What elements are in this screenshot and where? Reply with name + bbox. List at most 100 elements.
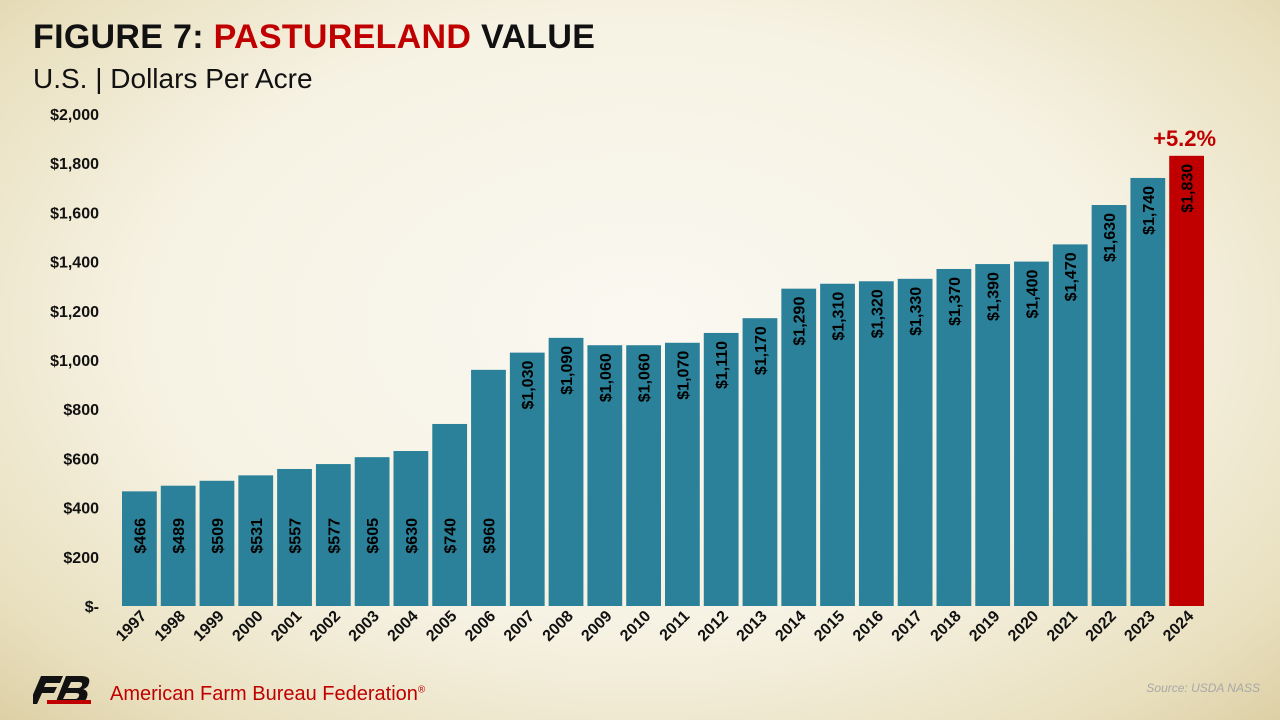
bar (277, 468, 312, 606)
bar (393, 451, 429, 606)
x-tick-label: 2006 (462, 608, 499, 645)
y-tick-label: $- (85, 599, 99, 616)
x-tick-label: 2003 (346, 608, 383, 645)
bar-value-label: $531 (249, 518, 266, 554)
bar-value-label: $577 (326, 518, 343, 554)
chart-title: FIGURE 7: PASTURELAND VALUE (33, 18, 595, 57)
x-tick-label: 2009 (578, 608, 615, 645)
bar (432, 423, 468, 606)
x-tick-label: 2001 (268, 608, 305, 645)
title-suffix: VALUE (471, 18, 596, 56)
bar (160, 485, 196, 606)
bar (820, 283, 855, 606)
bar-value-label: $1,370 (947, 277, 964, 326)
bar (122, 491, 157, 606)
bar (1052, 244, 1088, 606)
bar (975, 264, 1011, 606)
y-tick-label: $800 (63, 402, 99, 419)
bar-value-label: $1,310 (831, 292, 848, 341)
bar-value-label: $1,030 (520, 361, 537, 410)
x-tick-label: 1999 (191, 608, 228, 645)
x-tick-label: 2010 (617, 608, 654, 645)
x-tick-label: 2005 (423, 608, 460, 645)
bar (858, 281, 894, 606)
bar (548, 337, 584, 606)
organization-name-text: American Farm Bureau Federation (110, 683, 418, 705)
y-tick-label: $1,800 (50, 156, 99, 173)
x-tick-label: 2016 (850, 608, 887, 645)
bar (936, 268, 972, 606)
x-tick-label: 2022 (1083, 608, 1120, 645)
y-tick-label: $2,000 (50, 107, 99, 124)
bar (1091, 205, 1127, 606)
bar-value-label: $466 (132, 518, 149, 554)
x-tick-label: 2019 (966, 608, 1003, 645)
x-tick-label: 2021 (1044, 608, 1081, 645)
bar-value-label: $1,740 (1141, 186, 1158, 235)
y-axis: $- $200 $400 $600 $800 $1,000 $1,200 $1,400 $1,6… (50, 107, 99, 616)
bar (781, 288, 817, 606)
bar (665, 342, 700, 606)
organization-name: American Farm Bureau Federation® (110, 683, 425, 706)
x-tick-label: 2008 (540, 608, 577, 645)
x-tick-label: 2000 (229, 608, 266, 645)
bar (471, 369, 506, 606)
source-note: Source: USDA NASS (1146, 681, 1260, 695)
x-tick-label: 2024 (1160, 608, 1197, 645)
bar (587, 345, 623, 606)
x-tick-label: 2018 (928, 608, 965, 645)
title-highlight: PASTURELAND (213, 18, 472, 56)
bar (354, 457, 390, 606)
bar (199, 480, 235, 606)
bar-value-label: $1,110 (714, 341, 731, 389)
x-tick-label: 2017 (889, 608, 926, 645)
x-axis: 1997 1998 1999 2000 2001 2002 2003 2004 2005 2006… (113, 608, 1197, 645)
x-tick-label: 2007 (501, 608, 538, 645)
y-tick-label: $1,200 (50, 304, 99, 321)
bar-value-label: $1,390 (986, 272, 1003, 321)
y-tick-label: $200 (63, 550, 99, 567)
bar-value-label: $1,320 (869, 289, 886, 338)
bar (1014, 261, 1049, 606)
value-labels: $466 $489 $509 $531 $557 $577 $605 $630 $740 $960… (132, 164, 1196, 554)
x-tick-label: 2014 (772, 608, 809, 645)
fb-logo-icon (33, 676, 91, 704)
bar-value-label: $1,070 (675, 351, 692, 400)
bar-value-label: $1,630 (1102, 213, 1119, 262)
x-tick-label: 2023 (1121, 608, 1158, 645)
bar (742, 318, 778, 606)
bar (897, 278, 933, 606)
y-tick-label: $400 (63, 501, 99, 518)
title-prefix: FIGURE 7: (33, 18, 214, 56)
annotations: +5.2% (1153, 126, 1216, 151)
y-tick-label: $600 (63, 451, 99, 468)
y-tick-label: $1,000 (50, 353, 99, 370)
bar (703, 332, 739, 606)
bar (626, 345, 661, 606)
x-tick-label: 2002 (307, 608, 344, 645)
bar-value-label: $740 (443, 518, 460, 554)
bar-chart: $- $200 $400 $600 $800 $1,000 $1,200 $1,400 $1,6… (50, 107, 1216, 645)
x-tick-label: 2004 (385, 608, 422, 645)
x-tick-label: 2011 (657, 608, 694, 645)
x-tick-label: 2020 (1005, 608, 1042, 645)
bar (238, 475, 274, 606)
bar-value-label: $1,470 (1063, 252, 1080, 301)
y-tick-label: $1,600 (50, 205, 99, 222)
bar-value-label: $1,090 (559, 346, 576, 395)
x-tick-label: 2015 (811, 608, 848, 645)
bar-value-label: $960 (481, 518, 498, 554)
registered-mark: ® (417, 684, 426, 696)
bar-value-label: $1,830 (1180, 164, 1197, 213)
x-tick-label: 2012 (695, 608, 732, 645)
bar (1169, 155, 1204, 606)
bar (315, 464, 351, 606)
bar-value-label: $509 (210, 518, 227, 554)
bar-value-label: $1,060 (598, 353, 615, 402)
bar-value-label: $1,330 (908, 287, 925, 336)
bar-value-label: $557 (288, 518, 305, 554)
x-tick-label: 1998 (152, 608, 189, 645)
bar-value-label: $489 (171, 518, 188, 554)
bar (1130, 177, 1166, 606)
bar-value-label: $1,060 (637, 353, 654, 402)
